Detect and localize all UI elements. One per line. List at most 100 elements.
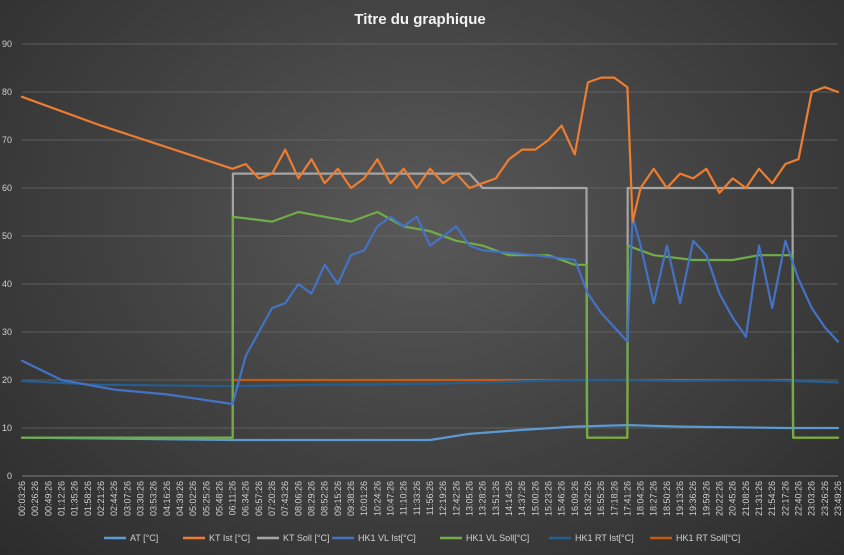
x-tick-label: 21:08:26 [741, 481, 751, 516]
legend-item: HK1 RT Ist[°C] [549, 533, 634, 543]
y-tick-label: 50 [2, 231, 12, 241]
x-tick-label: 16:09:26 [570, 481, 580, 516]
x-tick-label: 16:32:26 [583, 481, 593, 516]
legend-label: KT Soll [°C] [283, 533, 329, 543]
y-tick-label: 60 [2, 183, 12, 193]
series-line [20, 378, 840, 439]
legend-item: KT Ist [°C] [183, 533, 250, 543]
x-tick-label: 08:29:26 [307, 481, 317, 516]
x-tick-label: 20:45:26 [728, 481, 738, 516]
legend-item: AT [°C] [104, 533, 158, 543]
x-tick-label: 10:01:26 [359, 481, 369, 516]
series-line [20, 76, 840, 223]
x-tick-label: 04:16:26 [162, 481, 172, 516]
x-tick-label: 05:25:26 [201, 481, 211, 516]
legend-label: HK1 RT Soll[°C] [676, 533, 740, 543]
x-tick-label: 13:05:26 [464, 481, 474, 516]
x-tick-label: 01:58:26 [83, 481, 93, 516]
y-tick-label: 10 [2, 423, 12, 433]
x-tick-label: 02:44:26 [109, 481, 119, 516]
x-tick-label: 06:57:26 [254, 481, 264, 516]
x-tick-label: 08:06:26 [293, 481, 303, 516]
chart-title: Titre du graphique [354, 11, 485, 28]
x-tick-label: 20:22:26 [715, 481, 725, 516]
x-tick-label: 15:46:26 [557, 481, 567, 516]
x-axis: 00:03:26 00:26:26 00:49:26 01:12:26 01:35:26… [17, 475, 843, 516]
x-tick-label: 19:59:26 [701, 481, 711, 516]
x-tick-label: 23:26:26 [820, 481, 830, 516]
y-tick-label: 70 [2, 135, 12, 145]
x-tick-label: 14:37:26 [517, 481, 527, 516]
x-tick-label: 17:41:26 [622, 481, 632, 516]
x-tick-label: 19:36:26 [688, 481, 698, 516]
x-tick-label: 03:30:26 [135, 481, 145, 516]
x-tick-label: 10:47:26 [386, 481, 396, 516]
y-tick-label: 90 [2, 39, 12, 49]
x-tick-label: 23:03:26 [807, 481, 817, 516]
x-tick-label: 05:02:26 [188, 481, 198, 516]
x-tick-label: 11:33:26 [412, 481, 422, 515]
x-tick-label: 11:56:26 [425, 481, 435, 515]
plot-area [20, 76, 840, 442]
x-tick-label: 14:14:26 [504, 481, 514, 516]
series-line [20, 378, 840, 388]
x-tick-label: 13:28:26 [478, 481, 488, 516]
x-tick-label: 00:03:26 [17, 481, 27, 516]
x-tick-label: 04:39:26 [175, 481, 185, 516]
x-tick-label: 17:18:26 [609, 481, 619, 516]
x-tick-label: 03:07:26 [122, 481, 132, 516]
gridlines [22, 43, 838, 477]
x-tick-label: 10:24:26 [372, 481, 382, 516]
x-tick-label: 22:17:26 [780, 481, 790, 516]
y-tick-label: 30 [2, 327, 12, 337]
x-tick-label: 00:26:26 [30, 481, 40, 516]
legend-label: HK1 RT Ist[°C] [575, 533, 634, 543]
x-tick-label: 16:55:26 [596, 481, 606, 516]
legend: AT [°C] KT Ist [°C] KT Soll [°C] HK1 VL Ist… [104, 533, 740, 543]
y-axis: 0 10 20 30 40 50 60 70 80 90 [2, 39, 12, 481]
x-tick-label: 18:04:26 [636, 481, 646, 516]
x-tick-label: 07:43:26 [280, 481, 290, 516]
series-line [20, 215, 840, 406]
x-tick-label: 06:11:26 [228, 481, 238, 515]
x-tick-label: 21:31:26 [754, 481, 764, 516]
x-tick-label: 09:38:26 [346, 481, 356, 516]
y-tick-label: 0 [7, 471, 12, 481]
x-tick-label: 06:34:26 [241, 481, 251, 516]
x-tick-label: 03:53:26 [149, 481, 159, 516]
x-tick-label: 12:19:26 [438, 481, 448, 516]
series-line [20, 172, 840, 439]
x-tick-label: 18:27:26 [649, 481, 659, 516]
x-tick-label: 21:54:26 [767, 481, 777, 516]
x-tick-label: 23:49:26 [833, 481, 843, 516]
x-tick-label: 02:21:26 [96, 481, 106, 516]
x-tick-label: 15:00:26 [530, 481, 540, 516]
x-tick-label: 09:15:26 [333, 481, 343, 516]
y-tick-label: 40 [2, 279, 12, 289]
x-tick-label: 01:12:26 [56, 481, 66, 516]
y-tick-label: 20 [2, 375, 12, 385]
legend-item: KT Soll [°C] [257, 533, 329, 543]
x-tick-label: 22:40:26 [794, 481, 804, 516]
legend-item: HK1 VL Ist[°C] [332, 533, 416, 543]
x-tick-label: 15:23:26 [543, 481, 553, 516]
x-tick-label: 08:52:26 [320, 481, 330, 516]
y-tick-label: 80 [2, 87, 12, 97]
legend-label: HK1 VL Soll[°C] [466, 533, 529, 543]
legend-item: HK1 RT Soll[°C] [650, 533, 740, 543]
x-tick-label: 19:13:26 [675, 481, 685, 516]
legend-label: AT [°C] [130, 533, 158, 543]
x-tick-label: 05:48:26 [214, 481, 224, 516]
legend-label: KT Ist [°C] [209, 533, 250, 543]
x-tick-label: 00:49:26 [43, 481, 53, 516]
x-tick-label: 18:50:26 [662, 481, 672, 516]
x-tick-label: 12:42:26 [451, 481, 461, 516]
series-line [20, 424, 840, 442]
x-tick-label: 01:35:26 [70, 481, 80, 516]
x-tick-label: 13:51:26 [491, 481, 501, 516]
x-tick-label: 07:20:26 [267, 481, 277, 516]
legend-item: HK1 VL Soll[°C] [440, 533, 529, 543]
legend-label: HK1 VL Ist[°C] [358, 533, 416, 543]
x-tick-label: 11:10:26 [399, 481, 409, 515]
